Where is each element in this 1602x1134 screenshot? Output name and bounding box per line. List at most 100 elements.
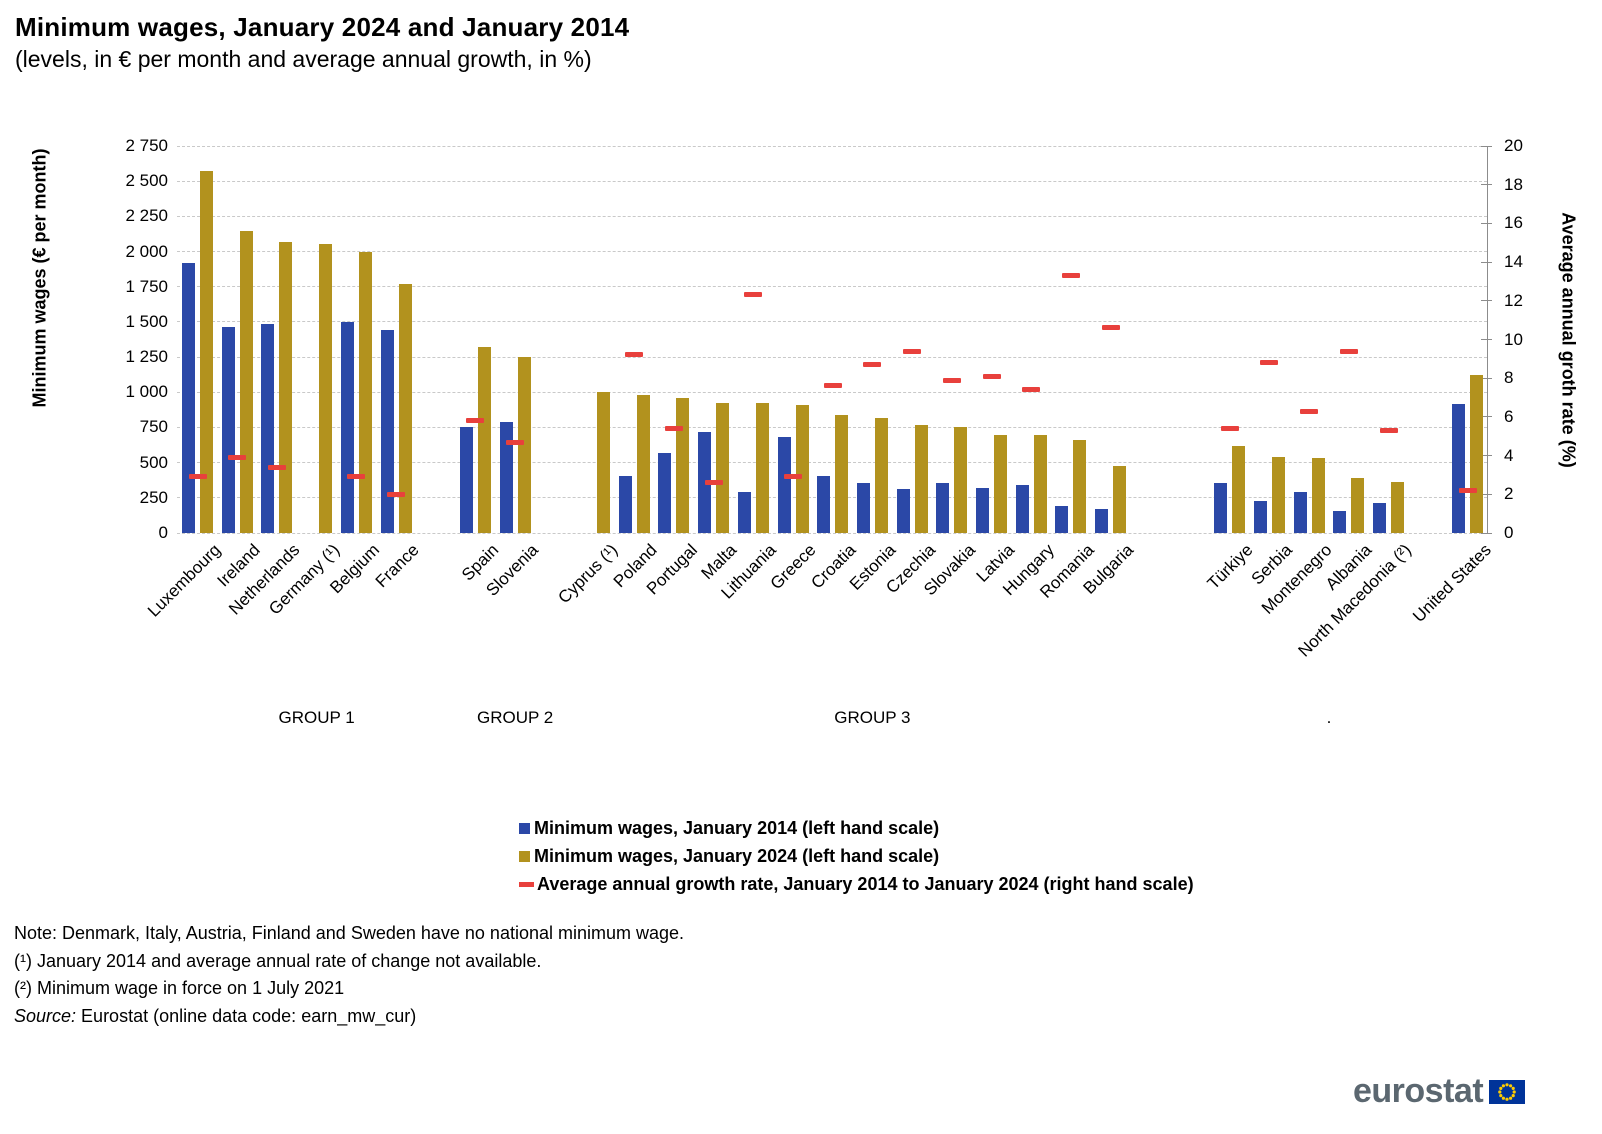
bar-jan2014 [817,475,831,533]
bar-jan2014 [221,327,235,533]
bar-jan2024 [755,402,769,533]
bar-jan2014 [182,262,195,533]
bar-jan2024 [1391,482,1404,533]
bar-jan2024 [874,417,888,533]
right-axis-tick [1481,184,1492,186]
gridline [177,462,1487,464]
growth-dash [982,373,1001,379]
left-tick-label: 2 500 [125,171,168,191]
right-axis-tick [1481,532,1492,534]
right-tick-label: 16 [1504,213,1523,233]
growth-dash [1022,387,1041,393]
growth-dash [942,377,961,383]
x-tick-label: Cyprus (¹) [554,540,622,608]
gridline [177,180,1487,182]
bar-jan2024 [358,252,372,533]
right-tick-label: 0 [1504,523,1514,542]
growth-dash [625,352,644,358]
growth-dash [466,418,485,424]
bar-jan2014 [1095,508,1109,533]
growth-dash [1220,426,1239,431]
legend-item-growth: Average annual growth rate, January 2014… [519,870,1194,898]
bar-jan2024 [319,243,333,533]
plot-area: 0 250 500 750 1 000 1 250 1 500 1 750 2 000 2 250… [125,137,1522,728]
bar-jan2024 [597,392,610,533]
growth-dash [664,426,683,431]
right-axis-tick [1481,455,1492,457]
bar-jan2024 [200,171,213,533]
bar-jan2024 [636,395,650,533]
bar-jan2014 [1253,501,1267,533]
note-no-minimum-wage: Note: Denmark, Italy, Austria, Finland a… [14,923,685,943]
bar-jan2014 [777,436,791,533]
right-tick-label: 10 [1504,329,1523,349]
eurostat-logo-text: eurostat [1353,1072,1484,1110]
bar-jan2014 [459,427,473,533]
bar-jan2024 [914,425,928,533]
right-tick-label: 2 [1504,484,1514,504]
right-tick-label: 8 [1504,368,1514,388]
growth-dash [188,474,207,480]
gridline [177,321,1487,323]
left-tick-label: 1 500 [125,311,168,331]
chart-title: Minimum wages, January 2024 and January … [15,12,630,42]
growth-dash [1458,487,1477,493]
right-axis-tick [1481,416,1492,418]
right-tick-label: 6 [1504,406,1514,426]
bar-jan2024 [1232,446,1246,533]
legend-item-2014: Minimum wages, January 2014 (left hand s… [519,814,1194,842]
right-axis-tick [1481,377,1492,379]
right-axis-tick [1481,493,1492,495]
right-axis-tick [1481,339,1492,340]
left-tick-label: 1 000 [125,382,168,402]
left-axis-title: Minimum wages (€ per month) [29,148,50,408]
bar-jan2014 [737,492,751,533]
gridline [177,391,1487,393]
left-tick-label: 2 750 [125,136,168,155]
bar-jan2024 [676,398,690,533]
gridline [177,497,1487,499]
left-tick-label: 2 250 [125,206,168,226]
growth-dash [784,474,802,480]
growth-dash [1379,427,1398,433]
bar-jan2014 [936,483,950,533]
bar-jan2024 [1113,465,1127,533]
right-axis-tick [1481,300,1492,302]
gridline [177,426,1487,428]
chart-subtitle: (levels, in € per month and average annu… [15,46,592,72]
right-axis-tick [1481,145,1492,147]
bar-jan2014 [976,487,989,533]
group-label: GROUP 1 [278,708,355,727]
legend-label-2024: Minimum wages, January 2024 (left hand s… [534,845,940,866]
bar-jan2014 [340,321,354,533]
source-label: Source: [14,1005,77,1026]
notes: Note: Denmark, Italy, Austria, Finland a… [14,920,684,1030]
bar-jan2014 [380,329,394,533]
growth-dash [1339,348,1358,354]
growth-dash [1300,408,1319,414]
bar-jan2024 [1073,439,1087,533]
growth-dash [267,464,286,470]
bar-jan2024 [1271,456,1285,533]
bar-jan2024 [1470,374,1484,533]
right-axis-tick [1481,261,1492,263]
left-tick-label: 750 [139,417,168,437]
growth-dash [228,455,247,461]
x-tick-label: United States [1409,540,1495,626]
growth-dash [347,474,366,480]
gridline [177,145,1487,147]
right-tick-label: 4 [1504,445,1514,465]
bar-jan2024 [716,402,730,533]
legend-label-growth: Average annual growth rate, January 2014… [537,873,1194,894]
right-tick-label: 14 [1504,252,1523,272]
gridline [177,532,1487,534]
bar-jan2014 [1015,484,1029,533]
left-tick-label: 250 [139,487,168,507]
group-label: GROUP 2 [476,708,554,727]
source-text: Eurostat (online data code: earn_mw_cur) [76,1005,417,1026]
growth-dash [863,362,882,368]
growth-dash [387,491,405,497]
footnote-2: (²) Minimum wage in force on 1 July 2021 [14,978,345,998]
bar-jan2014 [896,489,910,533]
